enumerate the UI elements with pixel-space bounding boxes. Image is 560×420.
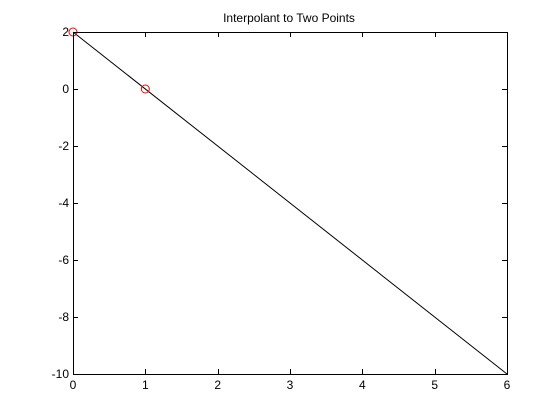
plot-area bbox=[68, 27, 508, 375]
x-tick-label: 1 bbox=[142, 378, 149, 392]
x-tick-label: 3 bbox=[287, 378, 294, 392]
y-tick-label: -2 bbox=[58, 139, 69, 153]
y-tick-label: -8 bbox=[58, 310, 69, 324]
x-tick-label: 0 bbox=[70, 378, 77, 392]
x-tick-label: 6 bbox=[504, 378, 511, 392]
data-point-marker bbox=[140, 84, 150, 94]
y-tick-label: -10 bbox=[52, 367, 70, 381]
x-tick-label: 2 bbox=[214, 378, 221, 392]
x-axis-ticks: 0 1 2 3 4 5 6 bbox=[70, 32, 511, 392]
y-tick-label: -4 bbox=[58, 196, 69, 210]
y-axis-ticks: 2 0 -2 -4 -6 -8 -10 bbox=[52, 25, 507, 381]
chart-title: Interpolant to Two Points bbox=[223, 11, 355, 25]
series-line bbox=[72, 31, 508, 375]
x-tick-label: 4 bbox=[359, 378, 366, 392]
y-tick-label: -6 bbox=[58, 253, 69, 267]
x-tick-label: 5 bbox=[431, 378, 438, 392]
y-tick-label: 2 bbox=[62, 25, 69, 39]
y-tick-label: 0 bbox=[62, 82, 69, 96]
